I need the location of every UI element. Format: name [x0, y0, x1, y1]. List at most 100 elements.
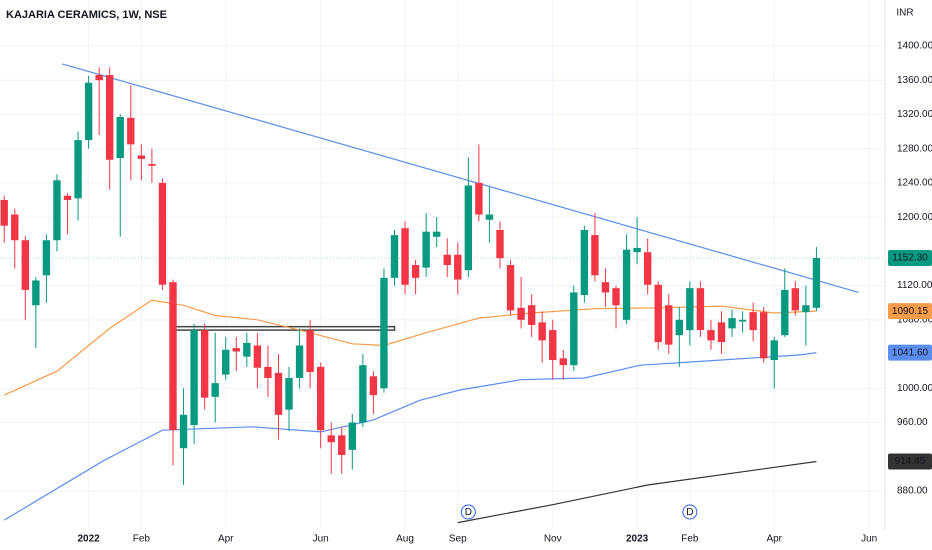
y-tick-label: 1320.00	[897, 109, 932, 120]
candle-body	[559, 358, 567, 366]
candle-body	[464, 185, 473, 271]
candle-body	[422, 231, 430, 268]
candle-body	[475, 182, 483, 215]
candle-body	[717, 322, 726, 343]
candle-body	[686, 288, 694, 331]
candle-body	[601, 282, 610, 293]
x-tick-label: Feb	[681, 534, 699, 545]
candle-body	[169, 282, 177, 431]
candle-body	[380, 277, 388, 389]
candle-body	[253, 345, 262, 368]
y-tick-label: 1400.00	[897, 41, 932, 52]
candle-body	[781, 289, 789, 336]
x-tick-label: Jun	[861, 534, 877, 545]
y-tick-label: 1200.00	[897, 212, 932, 223]
x-tick-label: Feb	[133, 534, 151, 545]
candle-body	[211, 383, 219, 397]
candle-body	[612, 288, 620, 306]
candle-body	[622, 249, 631, 320]
candle-body	[802, 305, 810, 313]
x-tick-label: Nov	[544, 534, 562, 545]
candle-body	[42, 240, 51, 276]
candle-body	[137, 155, 146, 159]
candle-body	[675, 319, 684, 336]
candle-body	[506, 265, 515, 311]
candle-body	[485, 214, 494, 220]
y-tick-label: 960.00	[897, 417, 928, 428]
moving-average	[457, 460, 817, 524]
x-tick-label: Apr	[766, 534, 782, 545]
y-tick-label: 880.00	[897, 486, 928, 497]
dividend-marker	[460, 504, 476, 520]
candle-body	[707, 330, 715, 341]
chart-title: KAJARIA CERAMICS, 1W, NSE	[6, 9, 167, 21]
candle-body	[665, 305, 673, 345]
candle-body	[295, 345, 304, 379]
candle-body	[696, 288, 705, 331]
candle-body	[749, 312, 757, 331]
candle-body	[84, 82, 93, 141]
candle-body	[728, 318, 736, 329]
x-tick-label: Aug	[396, 534, 414, 545]
candle-body	[63, 195, 72, 201]
x-tick-label: Apr	[218, 534, 234, 545]
candle-body	[812, 257, 821, 308]
candle-body	[148, 164, 156, 166]
candle-body	[401, 228, 409, 285]
candle-body	[338, 435, 346, 456]
candle-body	[264, 366, 272, 379]
candle-body	[0, 200, 8, 226]
price-tag-label: 1041.60	[892, 347, 929, 358]
candle-body	[369, 376, 378, 396]
x-tick-label: Sep	[449, 534, 467, 545]
candle-body	[179, 414, 188, 449]
price-tag-label: 1090.15	[892, 306, 929, 317]
candle-body	[359, 365, 367, 423]
candle-body	[538, 322, 546, 341]
candle-body	[53, 180, 61, 241]
candle-body	[74, 140, 82, 199]
y-tick-label: 1240.00	[897, 178, 932, 189]
currency-label: INR	[896, 8, 913, 19]
candle-body	[433, 231, 441, 237]
candle-body	[274, 372, 283, 415]
candle-body	[200, 330, 209, 398]
dividend-marker	[682, 504, 698, 520]
dividend-label: D	[686, 507, 693, 518]
candle-body	[770, 340, 778, 361]
candle-body	[738, 319, 747, 322]
candle-body	[306, 330, 314, 373]
candle-body	[21, 240, 30, 290]
y-tick-label: 1280.00	[897, 143, 932, 154]
candle-body	[549, 330, 557, 361]
candle-body	[591, 235, 599, 276]
candle-body	[760, 312, 768, 359]
x-tick-label: 2022	[77, 534, 100, 545]
candle-body	[232, 348, 240, 352]
price-tag	[888, 249, 932, 266]
x-tick-label: Jun	[313, 534, 329, 545]
trendline	[62, 63, 859, 293]
candle-body	[285, 378, 293, 410]
candle-body	[316, 366, 325, 431]
y-tick-label: 1080.00	[897, 314, 932, 325]
plot-layer	[0, 63, 885, 524]
candle-body	[496, 229, 504, 259]
candle-body	[95, 75, 103, 81]
candle-body	[643, 252, 652, 285]
candle-body	[580, 229, 589, 295]
candle-body	[791, 288, 800, 311]
price-tag	[888, 344, 932, 361]
candle-body	[243, 342, 251, 357]
price-tag-label: 914.45	[895, 456, 926, 467]
y-tick-label: 1120.00	[897, 280, 932, 291]
candle-body	[454, 254, 462, 280]
candle-body	[106, 75, 114, 160]
y-tick-label: 1360.00	[897, 75, 932, 86]
candle-body	[527, 305, 536, 325]
candle-body	[116, 116, 124, 159]
y-tick-label: 1000.00	[897, 383, 932, 394]
price-tag	[888, 303, 932, 320]
price-tag	[888, 453, 932, 470]
